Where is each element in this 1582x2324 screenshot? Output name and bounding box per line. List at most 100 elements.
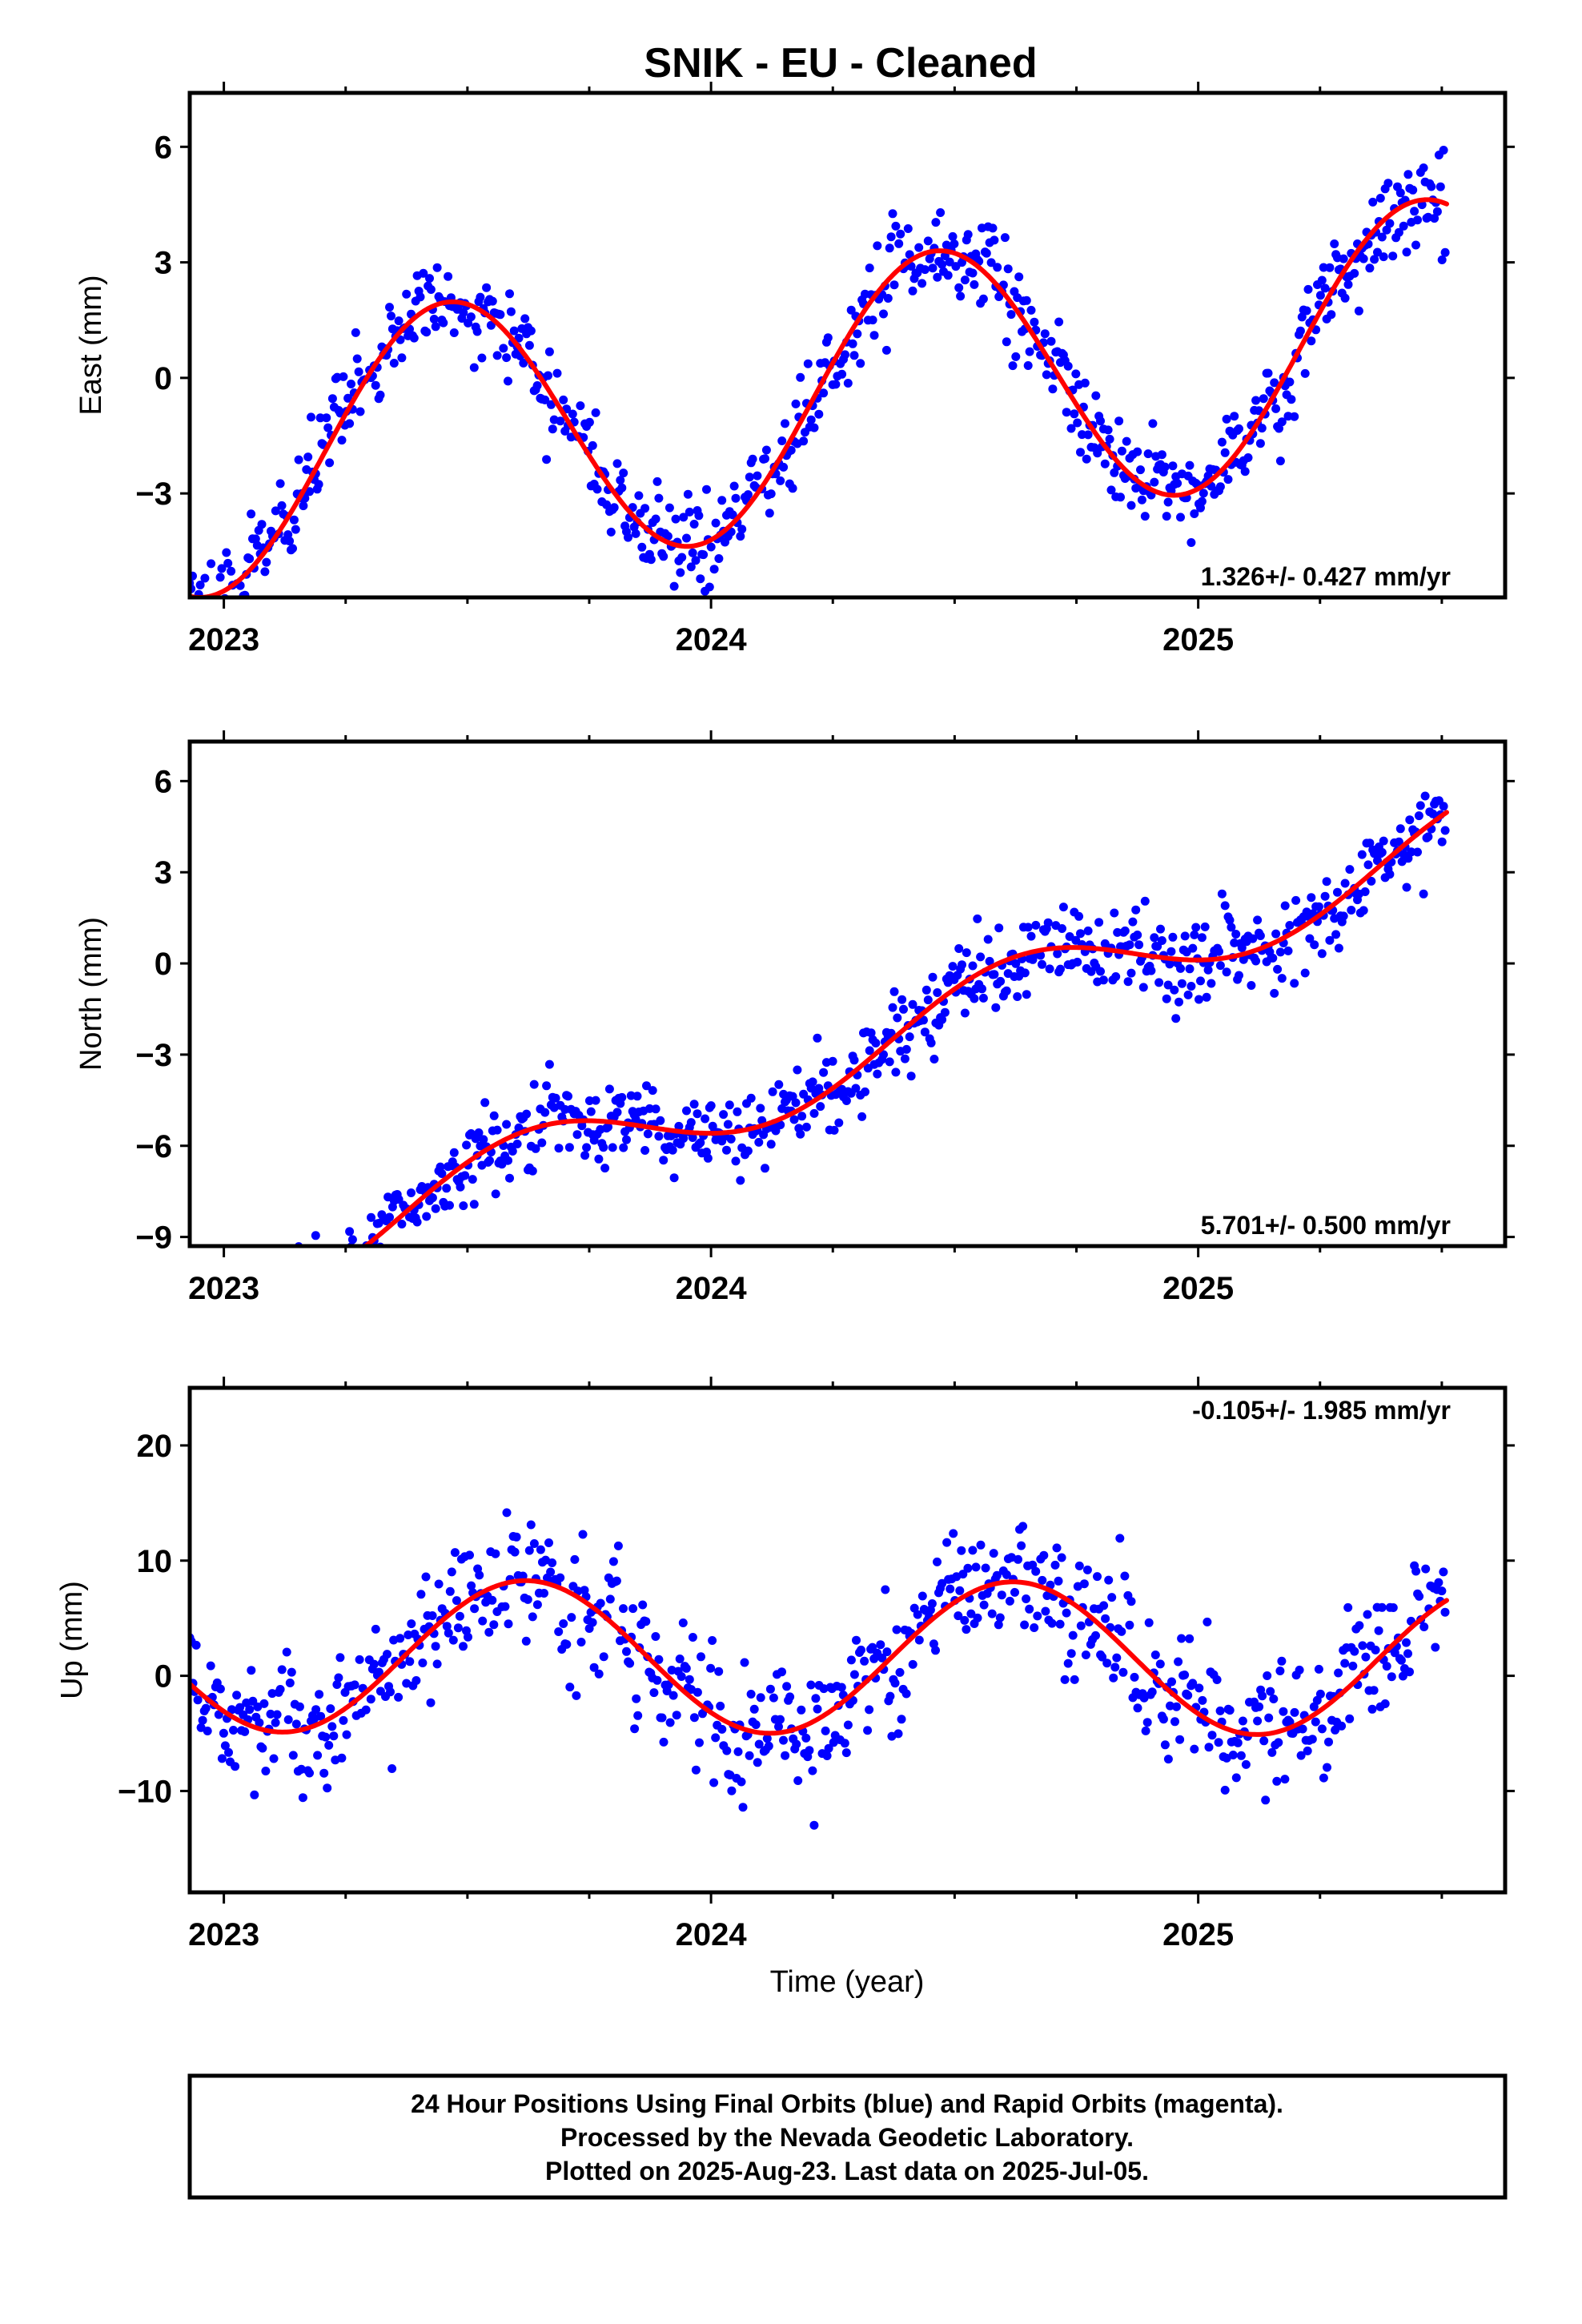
north-point [1094,918,1104,927]
up-point [323,1783,332,1793]
up-point [973,1613,982,1622]
north-point [642,1081,651,1091]
up-point [1377,1602,1387,1612]
up-point [622,1647,631,1656]
east-point [425,274,434,283]
east-point [1048,384,1058,394]
east-point [617,483,627,493]
up-point [652,1675,662,1685]
up-point [1421,1564,1431,1574]
up-point [259,1699,269,1708]
up-point [448,1635,458,1645]
up-point [797,1705,806,1715]
up-point [1188,1679,1198,1688]
up-point [1382,1662,1391,1671]
up-point [478,1616,488,1626]
east-point [809,423,819,432]
east-point [217,564,227,573]
up-point [633,1711,643,1720]
east-point [323,423,333,432]
up-point [374,1667,383,1677]
east-point [1176,513,1185,522]
north-point [1150,933,1159,943]
up-point [685,1675,694,1684]
east-point [431,322,440,332]
north-point [1415,801,1425,810]
east-point [305,487,315,497]
east-point [1297,312,1307,322]
north-point [1120,926,1130,935]
up-point [638,1600,648,1610]
up-point [1172,1702,1181,1711]
north-point [480,1098,490,1108]
north-point [1419,889,1428,899]
north-point [1277,974,1287,983]
north-y-ticks: −9 −6 −3 0 3 6 [135,764,1515,1256]
up-point [329,1731,339,1741]
north-point [1133,931,1142,939]
up-point [1177,1634,1186,1643]
up-point [1212,1675,1222,1684]
up-point [594,1669,604,1679]
north-point [1110,908,1119,918]
up-x-tick-label: 2024 [676,1917,748,1952]
east-point [889,280,899,290]
north-point [1174,997,1183,1007]
up-point [678,1618,688,1627]
east-point [314,480,323,489]
north-point [564,1092,572,1101]
up-point [1158,1715,1168,1724]
east-point [502,353,512,363]
north-point [1111,972,1121,981]
east-point [552,368,562,378]
east-point [347,380,355,388]
east-point [285,537,295,546]
up-point [1101,1614,1110,1623]
north-point [1339,911,1348,921]
east-point [449,328,459,337]
north-point [594,1154,604,1164]
north-point [990,970,999,979]
north-point [537,1138,547,1148]
north-point [668,1145,677,1155]
up-point [657,1713,667,1723]
east-point [988,223,998,233]
north-point [976,952,986,962]
east-point [422,328,432,337]
north-point [801,1122,811,1132]
up-point [841,1748,851,1758]
east-point [1394,227,1403,237]
north-point [1166,947,1176,956]
north-point [1217,889,1227,899]
north-point [809,1108,819,1118]
up-point [1358,1641,1367,1651]
up-point [697,1652,705,1662]
up-point [229,1726,238,1735]
north-point [1251,956,1261,966]
north-point [1235,971,1243,980]
east-point [814,409,824,419]
up-point [215,1684,225,1694]
up-point [342,1730,351,1739]
north-point [492,1125,502,1135]
up-x-tick-label: 2025 [1162,1917,1234,1952]
east-point [592,485,602,494]
up-point [1398,1671,1407,1681]
north-point [693,1109,702,1119]
up-point [877,1653,887,1663]
north-point [505,1173,514,1183]
north-point [900,1054,909,1063]
east-point [222,548,231,557]
up-point [885,1691,895,1701]
east-point [982,248,991,258]
east-point [706,542,716,552]
up-point [532,1600,542,1610]
up-point [206,1661,215,1671]
east-point [1370,255,1379,264]
up-point [570,1554,580,1564]
east-point [524,340,534,350]
up-point [588,1618,597,1627]
east-point [1437,255,1447,264]
up-point [1198,1695,1207,1705]
east-point [1197,497,1207,506]
